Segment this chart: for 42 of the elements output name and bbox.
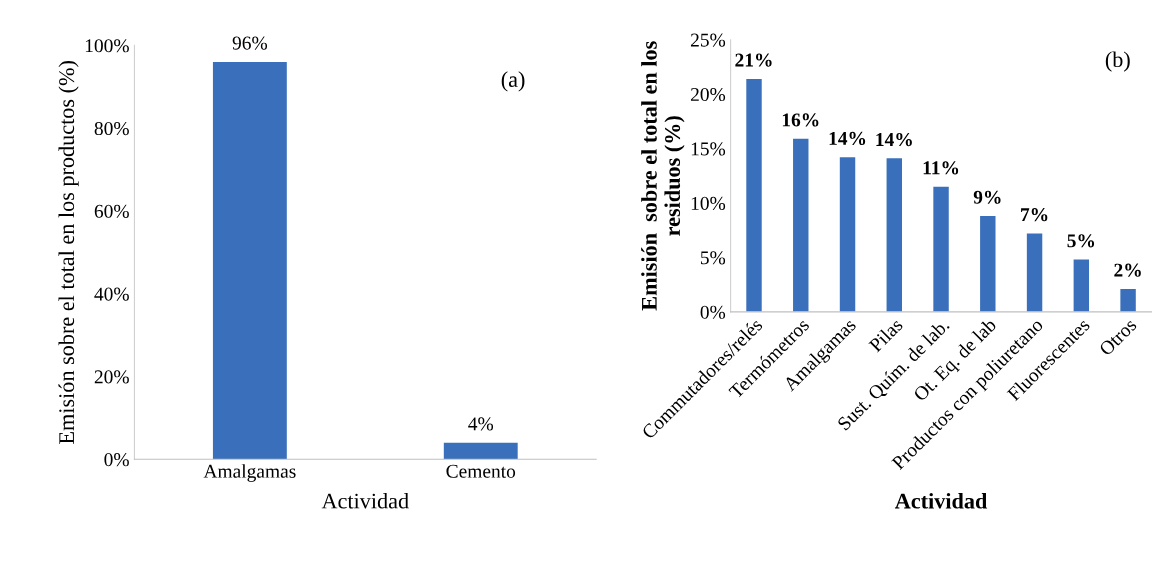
- bar: [1026, 233, 1043, 312]
- y-tick-label: 5%: [700, 251, 726, 265]
- bar: [793, 138, 809, 312]
- bar: [1073, 259, 1090, 312]
- y-tick-label: 15%: [691, 142, 726, 156]
- annotation: (a): [501, 71, 525, 92]
- y-tick-label: 40%: [94, 287, 129, 301]
- bar: [980, 216, 996, 312]
- y-axis-title: Emisión sobre el total en los residuos (%): [641, 41, 685, 311]
- data-label: 14%: [876, 132, 912, 147]
- data-label: 7%: [1021, 208, 1048, 222]
- x-tick-label: Otros: [1098, 317, 1138, 357]
- bar: [886, 158, 902, 312]
- data-label: 11%: [923, 161, 959, 175]
- data-label: 14%: [829, 131, 866, 146]
- data-label: 4%: [468, 417, 494, 431]
- bar: [839, 157, 856, 312]
- bar: [746, 78, 762, 312]
- y-tick-label: 10%: [691, 196, 726, 210]
- y-tick-label: 20%: [94, 370, 129, 384]
- y-tick-label: 25%: [690, 33, 726, 47]
- bar: [1120, 288, 1136, 312]
- y-tick-label: 20%: [690, 87, 726, 102]
- data-label: 5%: [1067, 234, 1095, 248]
- y-tick-label: 60%: [94, 204, 129, 218]
- annotation: (b): [1105, 51, 1130, 72]
- x-tick-label: Amalgamas: [203, 464, 296, 482]
- x-tick-label: Cemento: [446, 464, 516, 478]
- data-label: 21%: [735, 53, 772, 67]
- data-label: 16%: [782, 113, 819, 127]
- y-tick-label: 100%: [85, 39, 129, 53]
- bar: [933, 186, 949, 312]
- data-label: 9%: [973, 190, 1001, 204]
- x-axis-title: Actividad: [321, 492, 409, 509]
- y-tick-label: 80%: [94, 121, 129, 136]
- x-tick-label: Pilas: [867, 317, 904, 353]
- y-axis-title: Emisión sobre el total en los productos (%): [58, 61, 79, 444]
- data-label: 2%: [1114, 263, 1141, 277]
- y-tick-label: 0%: [104, 453, 129, 467]
- data-label: 96%: [232, 36, 268, 50]
- x-axis-title: Actividad: [894, 492, 988, 509]
- y-tick-label: 0%: [700, 305, 726, 319]
